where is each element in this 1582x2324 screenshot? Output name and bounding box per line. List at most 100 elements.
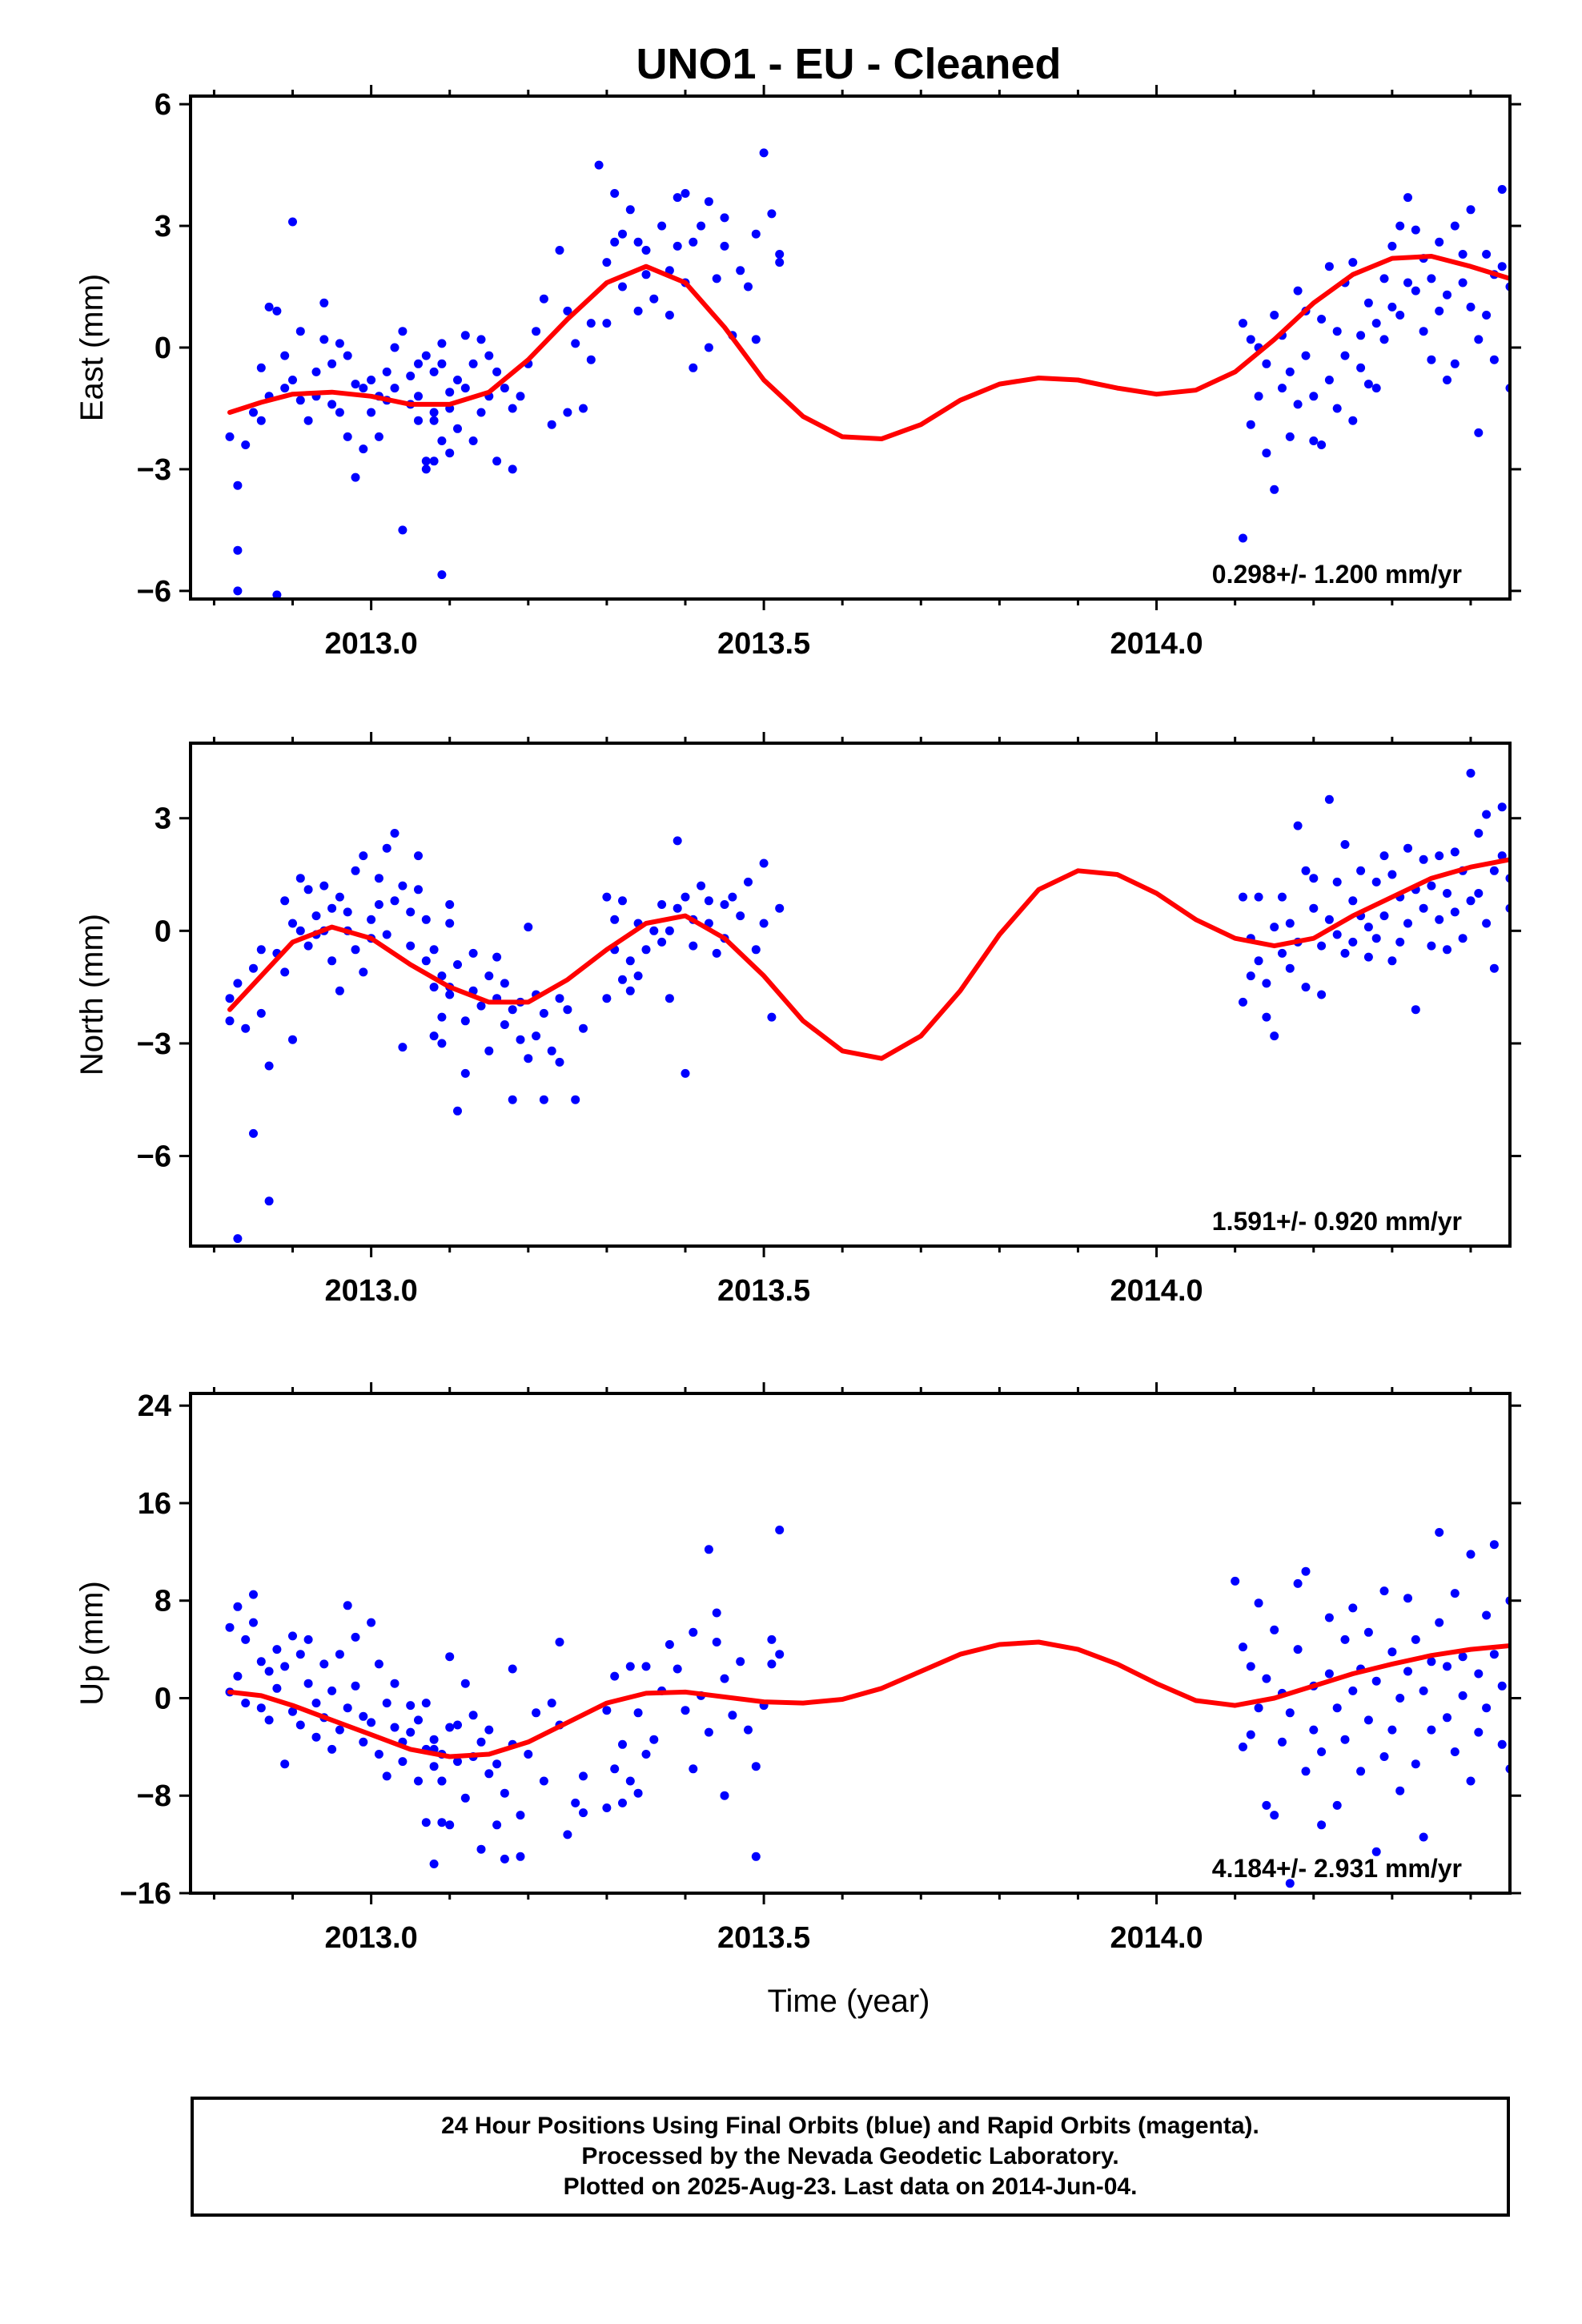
data-point [1474,829,1484,838]
data-point [241,440,251,449]
data-point [445,388,455,397]
data-point [398,525,408,535]
data-point [437,971,447,981]
x-tick-label: 2014.0 [1110,1921,1203,1955]
data-point [673,1664,682,1674]
data-point [1348,1603,1358,1613]
data-point [1427,1725,1436,1735]
data-point [484,1725,494,1735]
data-point [437,1039,447,1048]
data-point [1262,1012,1271,1022]
data-point [1379,1586,1389,1596]
data-point [1427,355,1436,364]
data-point [697,221,706,231]
data-point [1356,866,1366,875]
data-point [1285,367,1295,376]
data-point [712,1638,721,1647]
panels: 2013.0 2013.5 2014.0 6 3 0 −3 −6 East (mm) 0.298+… [74,85,1582,1955]
plot-area-north [225,758,1582,1244]
data-point [256,945,266,955]
data-point [1363,1715,1373,1725]
data-point [1568,1650,1577,1659]
data-point [1466,1776,1476,1786]
data-point [414,1715,423,1725]
data-point [327,956,337,966]
data-point [445,448,455,458]
data-point [1443,1713,1452,1723]
data-point [421,1699,431,1708]
data-point [1450,907,1460,917]
data-point [1466,302,1476,312]
data-point [437,1818,447,1827]
data-point [508,1664,517,1674]
data-point [657,900,667,909]
data-point [233,586,243,596]
data-point [736,1657,745,1667]
data-point [1576,1601,1582,1610]
data-point [303,885,313,895]
data-point [1348,258,1358,267]
data-point [445,990,455,999]
data-point [437,339,447,348]
data-point [460,1068,470,1078]
data-point [633,306,643,316]
data-point [689,237,698,247]
data-point [1387,241,1397,251]
data-point [1403,278,1412,287]
data-point [311,911,321,921]
data-point [1301,983,1311,992]
data-point [1435,915,1444,924]
data-point [1537,364,1546,372]
data-point [1395,311,1405,320]
data-point [618,229,627,239]
data-point [665,311,674,320]
data-point [618,975,627,984]
data-point [429,945,439,955]
data-point [272,1645,282,1655]
data-point [641,246,651,255]
data-point [1576,795,1582,804]
data-point [264,302,274,312]
data-point [720,213,729,223]
data-point [233,1234,243,1244]
data-point [359,1711,368,1721]
data-point [1489,1650,1499,1659]
data-point [484,1769,494,1779]
data-point [1568,185,1577,194]
data-point [681,1706,690,1715]
y-axis-label: North (mm) [74,914,110,1076]
data-point [555,994,564,1003]
data-point [1419,1832,1428,1842]
data-point [1411,1005,1420,1015]
data-point [1317,1820,1327,1830]
data-point [571,1095,580,1104]
data-point [1443,1662,1452,1671]
data-point [374,432,383,441]
data-point [367,915,376,924]
data-point [767,1659,777,1669]
data-point [295,874,305,883]
data-point [1458,1652,1468,1662]
data-point [1427,1657,1436,1667]
data-point [429,1762,439,1771]
data-point [1270,485,1279,494]
data-point [429,1860,439,1868]
data-point [547,420,556,429]
data-point [665,1640,674,1649]
data-point [241,1699,251,1708]
data-point [249,1590,258,1599]
data-point [398,327,408,336]
data-point [602,258,612,267]
data-point [547,1699,556,1708]
data-point [1545,758,1554,766]
data-point [602,1803,612,1812]
data-point [414,1776,423,1786]
data-point [476,335,486,344]
caption-box: 24 Hour Positions Using Final Orbits (bl… [191,2097,1510,2217]
data-point [579,1808,588,1818]
data-point [476,1844,486,1854]
data-point [319,298,329,308]
data-point [1239,533,1247,543]
data-point [414,885,423,895]
data-point [1466,769,1476,778]
